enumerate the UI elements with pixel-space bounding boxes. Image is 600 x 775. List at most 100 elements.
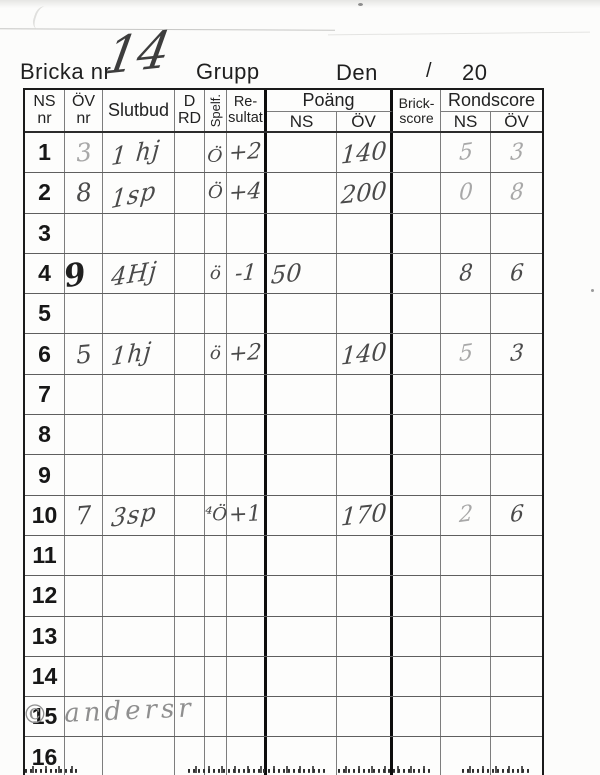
cell-d-rd <box>175 253 205 294</box>
cell-brickscore <box>393 133 441 173</box>
cell-spelf <box>205 455 227 495</box>
handwritten-entry: 140 <box>339 337 388 371</box>
header-resultat: Re- sultat <box>227 90 267 131</box>
cell-poang-ov <box>337 415 393 455</box>
header-rondscore-ns: NS <box>441 112 491 131</box>
cell-resultat <box>227 213 267 253</box>
header-ov-nr: ÖV nr <box>65 90 103 131</box>
cell-brickscore <box>393 697 441 737</box>
cell-rond-ns: 2 <box>441 495 491 535</box>
header-ns-nr-line2: nr <box>37 109 52 127</box>
cell-resultat <box>227 697 267 737</box>
cell-poang-ns <box>267 737 337 775</box>
cell-rond-ov <box>491 576 542 615</box>
cell-brickscore <box>393 294 441 334</box>
cell-spelf: ö <box>205 253 227 294</box>
cell-ov-nr <box>65 455 103 495</box>
row-number: 3 <box>25 213 65 253</box>
handwritten-entry: 1hj <box>109 336 154 372</box>
cell-poang-ns <box>267 294 337 334</box>
den-label: Den <box>336 60 378 85</box>
cell-resultat: +4 <box>227 173 267 213</box>
cell-brickscore <box>393 253 441 294</box>
cell-poang-ns <box>267 133 337 173</box>
cell-slutbud <box>103 294 175 334</box>
cell-poang-ov <box>337 576 393 616</box>
cell-rond-ns <box>441 737 491 775</box>
row-number: 10 <box>25 495 65 535</box>
footer-clipped-print-fragment <box>338 766 432 773</box>
footer-clipped-print-fragment <box>188 766 325 773</box>
pencil-dot <box>591 289 594 292</box>
header-resultat-line1: Re- <box>233 94 258 111</box>
cell-rond-ns <box>441 616 491 656</box>
cell-resultat <box>227 737 267 775</box>
table-row: 12 <box>25 576 542 617</box>
cell-poang-ns <box>267 415 337 455</box>
cell-poang-ns <box>267 455 337 495</box>
cell-rond-ns <box>441 576 491 616</box>
handwritten-entry: Ö <box>207 181 224 204</box>
handwritten-entry: +1 <box>228 501 263 528</box>
cell-slutbud <box>103 697 175 737</box>
cell-spelf <box>205 697 227 737</box>
cell-d-rd <box>175 495 205 535</box>
cell-brickscore <box>393 455 441 495</box>
table-row: 15 <box>25 697 542 738</box>
cell-spelf <box>205 374 227 415</box>
cell-resultat <box>227 415 267 455</box>
header-poang: Poäng <box>267 90 393 112</box>
cell-poang-ov <box>337 213 393 253</box>
cell-rond-ov <box>491 214 542 253</box>
cell-d-rd <box>175 294 205 334</box>
score-table: NS nr ÖV nr Slutbud D RD Spelf. Re- sult… <box>23 88 544 775</box>
cell-ov-nr <box>65 737 103 775</box>
cell-resultat: +2 <box>227 133 267 173</box>
table-row: 3 <box>25 213 542 254</box>
cell-slutbud <box>103 656 175 697</box>
date-slash: / <box>426 60 433 82</box>
header-ov-nr-line1: ÖV <box>71 92 96 110</box>
header-spelf: Spelf. <box>205 90 227 131</box>
cell-poang-ov <box>337 455 393 495</box>
row-number: 9 <box>25 455 65 495</box>
cell-d-rd <box>175 576 205 616</box>
cell-rond-ns <box>441 415 491 455</box>
cell-poang-ns <box>267 213 337 253</box>
row-number: 6 <box>25 334 65 374</box>
cell-spelf: Ö <box>205 133 227 173</box>
cell-brickscore <box>393 213 441 253</box>
table-row: 13 <box>25 616 542 657</box>
cell-rond-ns <box>441 455 491 495</box>
row-number: 2 <box>25 173 65 213</box>
row-number: 5 <box>25 294 65 334</box>
cell-rond-ov: 3 <box>491 334 542 373</box>
handwritten-entry: 3 <box>509 138 524 166</box>
cell-d-rd <box>175 213 205 253</box>
cell-poang-ns <box>267 535 337 576</box>
cell-rond-ov: 3 <box>491 133 542 172</box>
cell-d-rd <box>175 415 205 455</box>
cell-rond-ns: 0 <box>441 173 491 213</box>
handwritten-entry: 9 <box>60 255 89 296</box>
cell-ov-nr <box>65 616 103 656</box>
handwritten-entry: 4Hj <box>110 255 159 292</box>
cell-spelf <box>205 616 227 656</box>
scan-artifact-line <box>328 31 590 36</box>
cell-ov-nr: 3 <box>65 133 103 173</box>
handwritten-entry: 0 <box>458 178 473 207</box>
cell-spelf <box>205 535 227 576</box>
handwritten-entry: 8 <box>509 178 524 207</box>
cell-d-rd <box>175 374 205 415</box>
handwritten-entry: 8 <box>74 177 93 209</box>
table-row: 7 <box>25 374 542 416</box>
table-row: 2 8 1sp Ö +4 200 0 8 <box>25 173 542 214</box>
header-poang-ov: ÖV <box>337 112 393 131</box>
row-number: 12 <box>25 576 65 616</box>
handwritten-entry: +4 <box>228 178 263 207</box>
handwritten-entry: 3 <box>74 137 93 168</box>
header-d-rd-line2: RD <box>177 109 202 127</box>
cell-rond-ov: 6 <box>491 496 542 535</box>
cell-rond-ov <box>491 657 542 696</box>
